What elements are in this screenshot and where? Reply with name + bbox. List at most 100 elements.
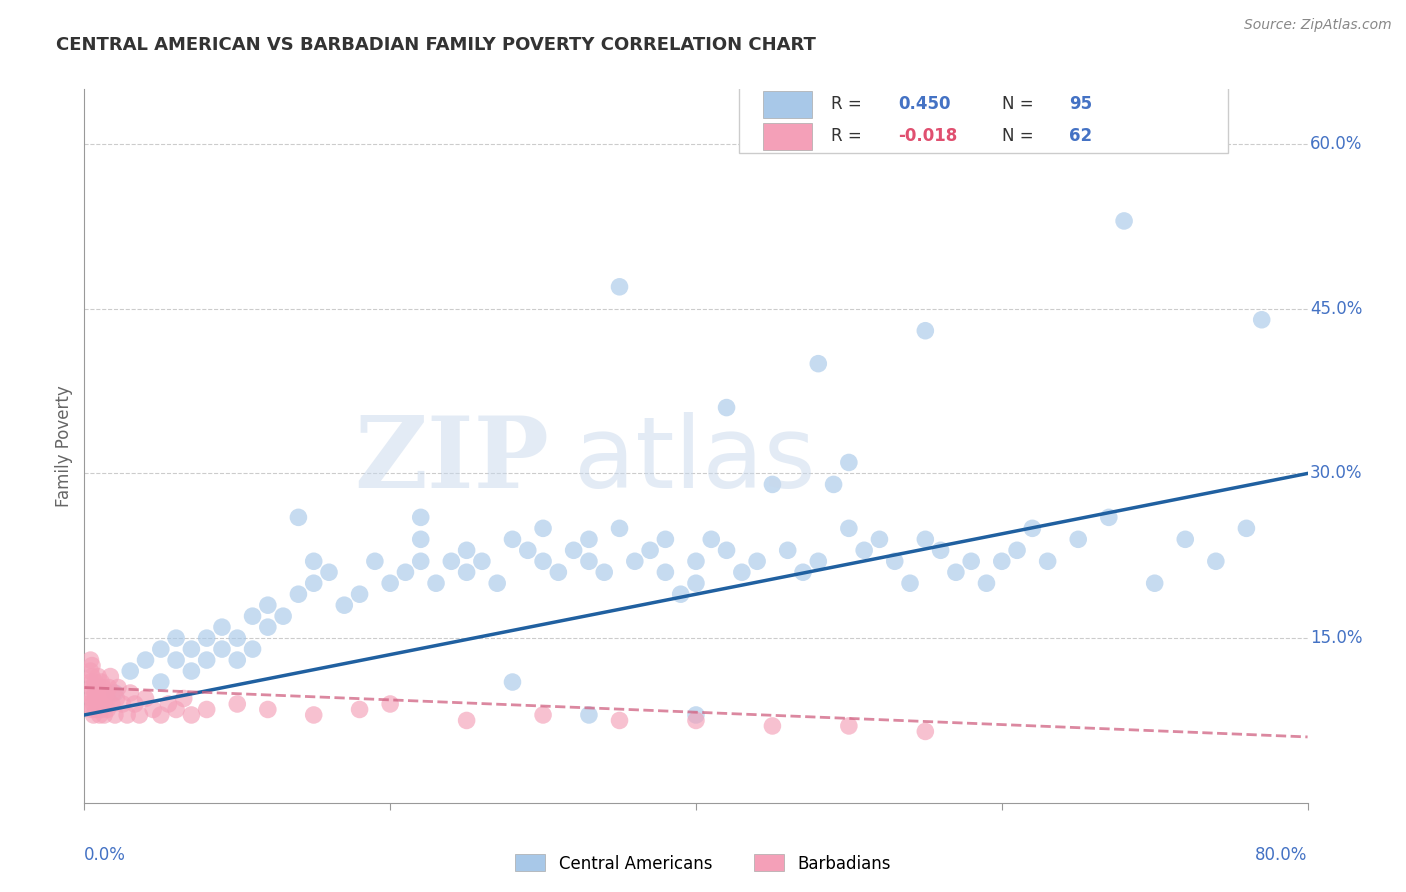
Point — [79, 664, 101, 678]
Point — [1234, 521, 1257, 535]
Point — [105, 691, 128, 706]
Point — [195, 631, 218, 645]
Point — [120, 686, 142, 700]
Point — [135, 653, 157, 667]
FancyBboxPatch shape — [738, 71, 1227, 153]
Point — [90, 702, 112, 716]
Point — [318, 566, 340, 580]
Point — [1021, 521, 1043, 535]
Text: Source: ZipAtlas.com: Source: ZipAtlas.com — [1244, 18, 1392, 32]
Point — [91, 691, 114, 706]
Point — [149, 708, 172, 723]
Point — [349, 702, 371, 716]
Point — [80, 702, 103, 716]
Point — [115, 708, 138, 723]
Point — [180, 642, 202, 657]
Point — [91, 681, 114, 695]
Point — [87, 681, 110, 695]
Point — [869, 533, 891, 547]
Point — [425, 576, 447, 591]
Point — [364, 554, 387, 568]
Point — [80, 669, 103, 683]
Point — [991, 554, 1014, 568]
Point — [976, 576, 998, 591]
Text: CENTRAL AMERICAN VS BARBADIAN FAMILY POVERTY CORRELATION CHART: CENTRAL AMERICAN VS BARBADIAN FAMILY POV… — [56, 36, 815, 54]
Point — [98, 669, 121, 683]
Point — [80, 658, 103, 673]
Point — [149, 642, 172, 657]
Point — [609, 280, 631, 294]
Point — [578, 554, 600, 568]
Point — [853, 543, 876, 558]
Point — [409, 533, 432, 547]
Point — [257, 702, 280, 716]
Text: 0.0%: 0.0% — [84, 846, 127, 863]
Point — [929, 543, 952, 558]
Point — [1005, 543, 1028, 558]
Point — [157, 697, 180, 711]
Text: atlas: atlas — [574, 412, 815, 508]
Point — [531, 521, 554, 535]
Point — [226, 653, 249, 667]
Point — [86, 702, 108, 716]
Point — [593, 566, 616, 580]
Point — [638, 543, 661, 558]
Point — [807, 554, 830, 568]
Point — [685, 708, 707, 723]
Y-axis label: Family Poverty: Family Poverty — [55, 385, 73, 507]
Point — [945, 566, 967, 580]
Point — [1143, 576, 1166, 591]
Point — [96, 691, 118, 706]
Point — [165, 702, 187, 716]
Point — [165, 653, 187, 667]
Point — [80, 691, 103, 706]
Point — [83, 708, 105, 723]
Text: N =: N = — [1002, 128, 1039, 145]
Point — [685, 576, 707, 591]
Point — [747, 554, 769, 568]
Point — [456, 714, 478, 728]
Point — [77, 686, 100, 700]
Text: 30.0%: 30.0% — [1310, 465, 1362, 483]
Point — [124, 697, 146, 711]
Point — [242, 642, 264, 657]
Point — [287, 510, 309, 524]
Point — [700, 533, 723, 547]
Point — [149, 675, 172, 690]
Point — [96, 702, 118, 716]
Point — [838, 521, 860, 535]
Point — [79, 653, 101, 667]
Point — [960, 554, 983, 568]
Point — [104, 708, 127, 723]
Point — [84, 686, 107, 700]
Text: R =: R = — [831, 128, 866, 145]
Point — [257, 598, 280, 612]
FancyBboxPatch shape — [763, 123, 813, 150]
Point — [898, 576, 921, 591]
Point — [86, 691, 108, 706]
Point — [89, 697, 111, 711]
Point — [1205, 554, 1227, 568]
Point — [80, 681, 103, 695]
Point — [409, 510, 432, 524]
Point — [97, 681, 120, 695]
Point — [654, 533, 676, 547]
Point — [380, 697, 402, 711]
Legend: Central Americans, Barbadians: Central Americans, Barbadians — [509, 847, 897, 880]
Point — [104, 686, 127, 700]
Point — [761, 477, 783, 491]
Point — [287, 587, 309, 601]
Point — [1067, 533, 1090, 547]
Point — [211, 642, 233, 657]
Point — [302, 554, 325, 568]
Point — [380, 576, 402, 591]
Point — [409, 554, 432, 568]
Point — [716, 543, 738, 558]
FancyBboxPatch shape — [763, 91, 813, 118]
Point — [271, 609, 294, 624]
Point — [128, 708, 150, 723]
Point — [914, 324, 936, 338]
Point — [609, 521, 631, 535]
Point — [685, 554, 707, 568]
Point — [333, 598, 356, 612]
